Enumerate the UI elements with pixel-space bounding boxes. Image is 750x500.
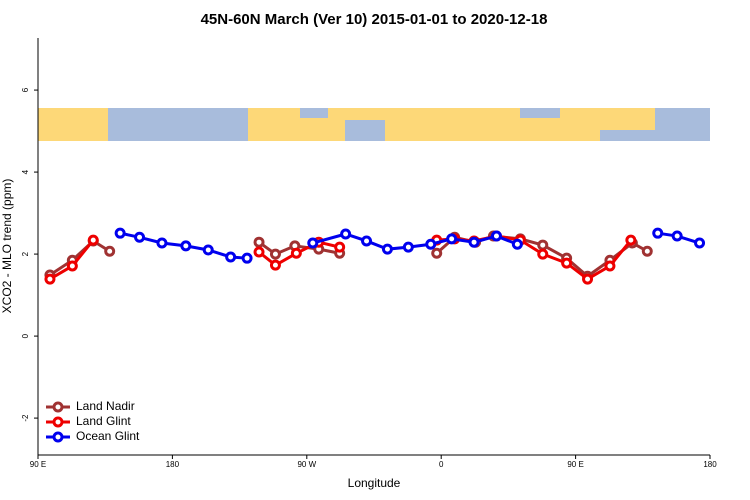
y-tick-label: 0 <box>21 333 30 338</box>
x-tick-label: 90 E <box>30 460 46 469</box>
data-point <box>269 248 281 260</box>
x-tick-label: 0 <box>439 460 444 469</box>
data-point <box>241 252 253 264</box>
data-point <box>269 259 281 271</box>
data-point <box>66 260 78 272</box>
data-point <box>431 247 443 259</box>
legend-swatch-point <box>52 401 64 413</box>
x-tick-label: 180 <box>166 460 180 469</box>
y-tick-label: 6 <box>21 87 30 92</box>
data-point <box>253 246 265 258</box>
data-point <box>253 236 265 248</box>
data-point <box>652 227 664 239</box>
data-point <box>641 245 653 257</box>
data-point <box>361 235 373 247</box>
data-point <box>307 237 319 249</box>
legend-swatch-point <box>52 416 64 428</box>
data-point <box>180 240 192 252</box>
data-point <box>104 245 116 257</box>
y-axis-label: XCO2 - MLO trend (ppm) <box>0 179 14 314</box>
data-point <box>561 257 573 269</box>
data-point <box>114 227 126 239</box>
data-point <box>694 237 706 249</box>
data-point <box>537 248 549 260</box>
data-point <box>511 238 523 250</box>
data-point <box>87 234 99 246</box>
data-point <box>425 238 437 250</box>
data-point <box>290 247 302 259</box>
chart-title: 45N-60N March (Ver 10) 2015-01-01 to 202… <box>201 11 548 28</box>
legend-label: Land Nadir <box>76 399 135 413</box>
data-point <box>334 241 346 253</box>
data-point <box>44 273 56 285</box>
data-point <box>671 230 683 242</box>
legend-label: Ocean Glint <box>76 429 140 443</box>
data-point <box>468 236 480 248</box>
y-tick-label: 2 <box>21 251 30 256</box>
data-point <box>156 237 168 249</box>
data-point <box>225 251 237 263</box>
x-axis-label: Longitude <box>348 476 401 490</box>
x-tick-label: 180 <box>703 460 717 469</box>
y-tick-label: 4 <box>21 169 30 174</box>
legend-label: Land Glint <box>76 414 131 428</box>
data-point <box>625 234 637 246</box>
data-point <box>604 260 616 272</box>
x-tick-label: 90 E <box>567 460 583 469</box>
data-point <box>402 241 414 253</box>
data-point <box>381 243 393 255</box>
legend-swatch-point <box>52 431 64 443</box>
y-tick-label: -2 <box>21 414 30 422</box>
data-point <box>582 273 594 285</box>
x-tick-label: 90 W <box>297 460 316 469</box>
data-point <box>202 244 214 256</box>
data-point <box>134 231 146 243</box>
data-point <box>446 233 458 245</box>
data-point <box>340 228 352 240</box>
map-band <box>38 108 710 141</box>
data-point <box>490 230 502 242</box>
data-point <box>537 239 549 251</box>
